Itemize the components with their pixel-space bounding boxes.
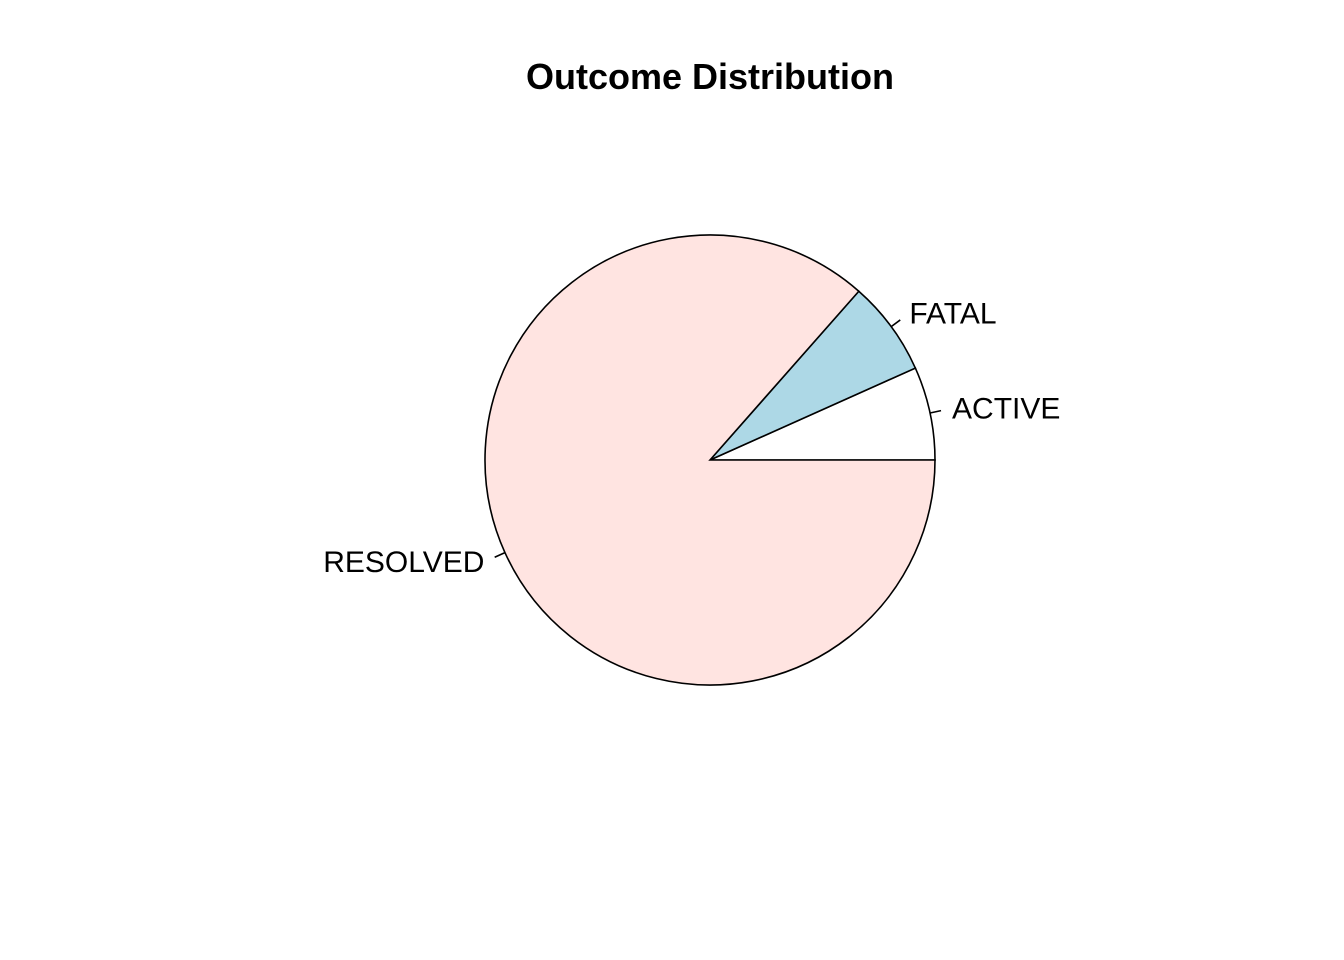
pie-label-resolved: RESOLVED xyxy=(323,546,484,579)
pie-label-active: ACTIVE xyxy=(952,392,1060,425)
pie-label-tick-fatal xyxy=(890,319,901,328)
pie-label-tick-active xyxy=(929,409,942,414)
pie-label-fatal: FATAL xyxy=(909,297,996,330)
chart-title: Outcome Distribution xyxy=(526,56,894,97)
pie-label-tick-resolved xyxy=(494,551,506,558)
pie-labels: ACTIVE FATAL RESOLVED xyxy=(323,297,1060,579)
pie-slices xyxy=(484,234,936,686)
